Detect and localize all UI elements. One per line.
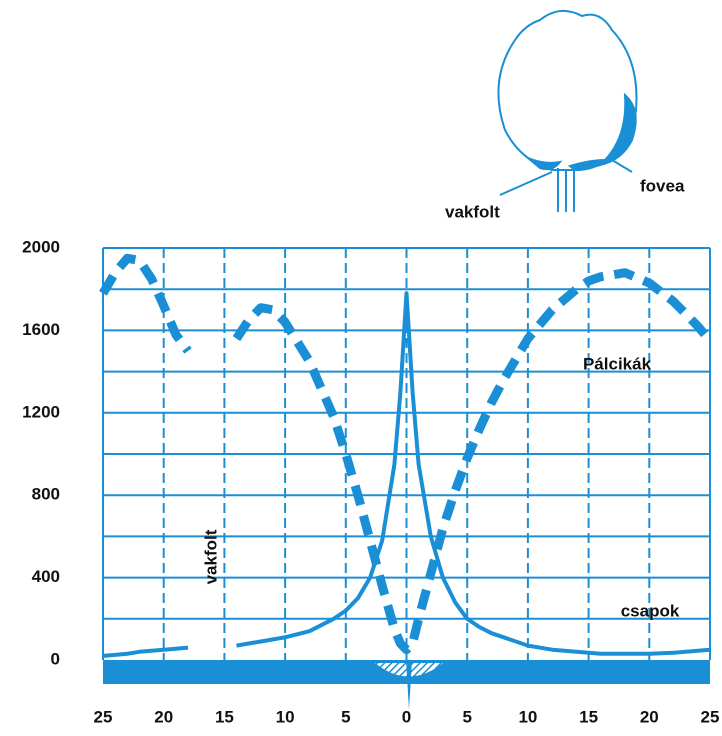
annotation: vakfolt (202, 529, 221, 584)
x-tick-label: 25 (94, 707, 113, 726)
x-tick-label: 10 (518, 707, 537, 726)
x-tick-label: 5 (462, 707, 471, 726)
x-tick-label: 10 (276, 707, 295, 726)
line (102, 291, 711, 658)
diagram-label: fovea (640, 176, 685, 195)
diagram-label: vakfolt (445, 202, 500, 221)
eye-diagram (497, 9, 638, 212)
y-tick-label: 2000 (22, 237, 60, 256)
y-tick-label: 0 (51, 649, 60, 668)
x-tick-label: 20 (640, 707, 659, 726)
x-tick-label: 20 (154, 707, 173, 726)
y-tick-label: 400 (32, 567, 60, 586)
x-tick-label: 25 (701, 707, 720, 726)
y-tick-label: 800 (32, 485, 60, 504)
x-tick-label: 0 (402, 707, 411, 726)
y-tick-label: 1600 (22, 320, 60, 339)
x-tick-label: 5 (341, 707, 350, 726)
optic-nerve-mark (406, 660, 412, 710)
series-label: Pálcikák (583, 354, 652, 373)
x-tick-label: 15 (215, 707, 234, 726)
x-tick-label: 15 (579, 707, 598, 726)
y-tick-label: 1200 (22, 402, 60, 421)
series-label: csapok (621, 601, 680, 620)
dashed-line (99, 253, 714, 655)
